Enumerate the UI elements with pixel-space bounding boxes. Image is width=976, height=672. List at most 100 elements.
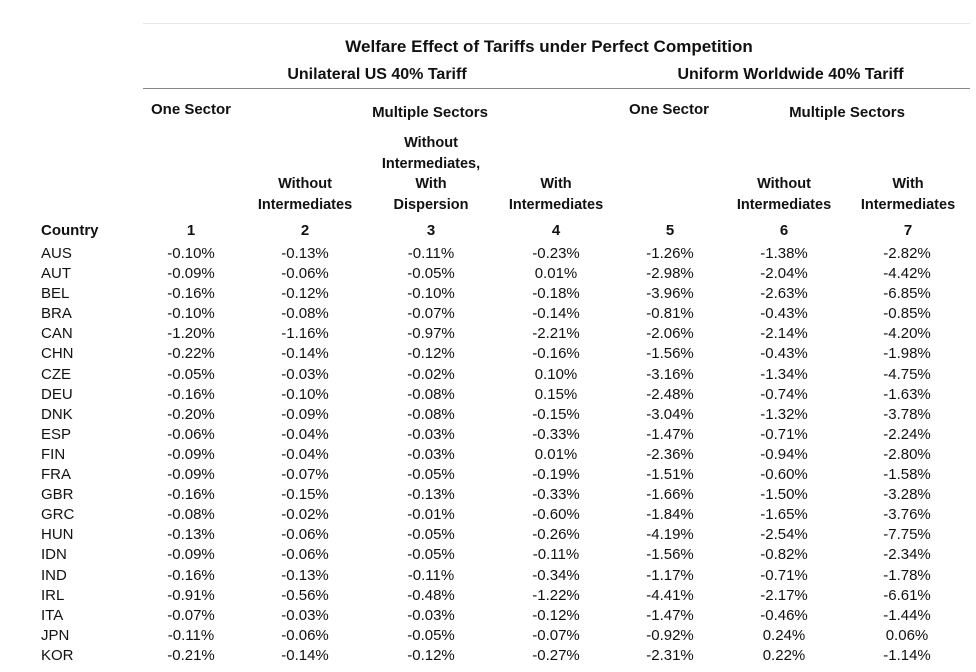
value-cell: -0.34%: [532, 566, 580, 584]
column-header-6: Without Intermediates: [736, 176, 832, 213]
value-cell: -0.91%: [167, 586, 215, 604]
value-cell: -4.41%: [646, 586, 694, 604]
value-cell: -0.11%: [532, 546, 580, 564]
value-cell: -4.20%: [883, 325, 931, 343]
country-column-header: Country: [41, 222, 99, 239]
value-cell: 0.24%: [762, 626, 806, 644]
country-cell: ESP: [41, 425, 72, 443]
country-cell: CHN: [41, 345, 74, 363]
value-cell: -0.33%: [532, 486, 580, 504]
value-cell: -0.06%: [281, 526, 329, 544]
value-cell: -0.11%: [407, 566, 455, 584]
value-cell: -0.03%: [281, 606, 329, 624]
value-cell: -0.14%: [281, 345, 329, 363]
table-row: BEL -0.16% -0.12% -0.10% -0.18% -3.96% -2.63% -…: [33, 284, 957, 304]
value-cell: -1.17%: [646, 566, 694, 584]
value-cell: -6.61%: [883, 586, 931, 604]
value-cell: -3.96%: [646, 285, 694, 303]
value-cell: -1.66%: [646, 486, 694, 504]
value-cell: -0.14%: [532, 305, 580, 323]
subheader-unilateral-multiple-sectors: Multiple Sectors: [372, 104, 488, 121]
value-cell: -7.75%: [883, 526, 931, 544]
value-cell: -1.16%: [281, 325, 329, 343]
value-cell: -0.92%: [646, 626, 694, 644]
table-row: IDN -0.09% -0.06% -0.05% -0.11% -1.56% -0.82% -…: [33, 545, 957, 565]
group-header-worldwide: Uniform Worldwide 40% Tariff: [677, 66, 904, 83]
value-cell: -0.10%: [167, 245, 215, 262]
value-cell: -0.04%: [281, 445, 329, 463]
value-cell: -0.20%: [167, 405, 215, 423]
value-cell: -0.10%: [407, 285, 455, 303]
value-cell: -0.06%: [281, 626, 329, 644]
table-row: CHN -0.22% -0.14% -0.12% -0.16% -1.56% -0.43% -…: [33, 344, 957, 364]
value-cell: -2.04%: [760, 265, 808, 283]
value-cell: -0.13%: [167, 526, 215, 544]
column-header-4: With Intermediates: [508, 176, 604, 213]
value-cell: -1.47%: [646, 606, 694, 624]
group-underline-worldwide: [611, 88, 970, 89]
country-cell: FRA: [41, 466, 71, 484]
country-cell: BEL: [41, 285, 70, 303]
country-cell: GRC: [41, 506, 75, 524]
value-cell: -0.74%: [760, 385, 808, 403]
value-cell: -0.94%: [760, 445, 808, 463]
value-cell: -2.34%: [883, 546, 931, 564]
value-cell: -0.08%: [281, 305, 329, 323]
value-cell: -1.58%: [883, 466, 931, 484]
value-cell: -0.07%: [532, 626, 580, 644]
value-cell: -2.17%: [760, 586, 808, 604]
value-cell: -0.13%: [281, 245, 329, 262]
value-cell: -3.78%: [883, 405, 931, 423]
column-header-7: With Intermediates: [860, 176, 956, 213]
value-cell: -0.03%: [281, 365, 329, 383]
value-cell: -0.05%: [167, 365, 215, 383]
column-header-2: Without Intermediates: [257, 176, 353, 213]
value-cell: -0.05%: [407, 526, 455, 544]
table-row: DEU -0.16% -0.10% -0.08% 0.15% -2.48% -0.74% -1…: [33, 385, 957, 405]
value-cell: -1.26%: [646, 245, 694, 262]
column-number-7: 7: [903, 222, 913, 239]
value-cell: -1.50%: [760, 486, 808, 504]
value-cell: -0.11%: [407, 245, 455, 262]
value-cell: -1.98%: [883, 345, 931, 363]
value-cell: -0.21%: [167, 646, 215, 664]
value-cell: -2.14%: [760, 325, 808, 343]
value-cell: -4.75%: [883, 365, 931, 383]
value-cell: -0.08%: [167, 506, 215, 524]
value-cell: -0.08%: [407, 385, 455, 403]
value-cell: -2.31%: [646, 646, 694, 664]
value-cell: -0.03%: [407, 445, 455, 463]
country-cell: IRL: [41, 586, 65, 604]
value-cell: -0.71%: [760, 425, 808, 443]
value-cell: -0.06%: [281, 546, 329, 564]
value-cell: -3.16%: [646, 365, 694, 383]
table-row: ITA -0.07% -0.03% -0.03% -0.12% -1.47% -0.46% -…: [33, 606, 957, 626]
value-cell: -0.04%: [281, 425, 329, 443]
table-row: AUS -0.10% -0.13% -0.11% -0.23% -1.26% -1.38% -…: [33, 244, 957, 264]
value-cell: -0.05%: [407, 626, 455, 644]
value-cell: -0.06%: [281, 265, 329, 283]
value-cell: -1.56%: [646, 546, 694, 564]
value-cell: 0.01%: [534, 265, 578, 283]
value-cell: -2.36%: [646, 445, 694, 463]
table-row: ESP -0.06% -0.04% -0.03% -0.33% -1.47% -0.71% -…: [33, 425, 957, 445]
table-row: IRL -0.91% -0.56% -0.48% -1.22% -4.41% -2.17% -…: [33, 586, 957, 606]
column-number-3: 3: [426, 222, 436, 239]
value-cell: -0.22%: [167, 345, 215, 363]
value-cell: -1.14%: [883, 646, 931, 664]
value-cell: -0.85%: [883, 305, 931, 323]
value-cell: -0.14%: [281, 646, 329, 664]
value-cell: -2.82%: [883, 245, 931, 262]
table-row: CAN -1.20% -1.16% -0.97% -2.21% -2.06% -2.14% -…: [33, 324, 957, 344]
value-cell: -0.12%: [407, 345, 455, 363]
value-cell: -1.63%: [883, 385, 931, 403]
value-cell: -1.22%: [532, 586, 580, 604]
value-cell: -0.10%: [167, 305, 215, 323]
value-cell: -0.11%: [167, 626, 215, 644]
value-cell: -0.43%: [760, 345, 808, 363]
table-row: GRC -0.08% -0.02% -0.01% -0.60% -1.84% -1.65% -…: [33, 505, 957, 525]
value-cell: -0.09%: [167, 265, 215, 283]
country-cell: CZE: [41, 365, 71, 383]
country-cell: GBR: [41, 486, 74, 504]
value-cell: -0.15%: [532, 405, 580, 423]
